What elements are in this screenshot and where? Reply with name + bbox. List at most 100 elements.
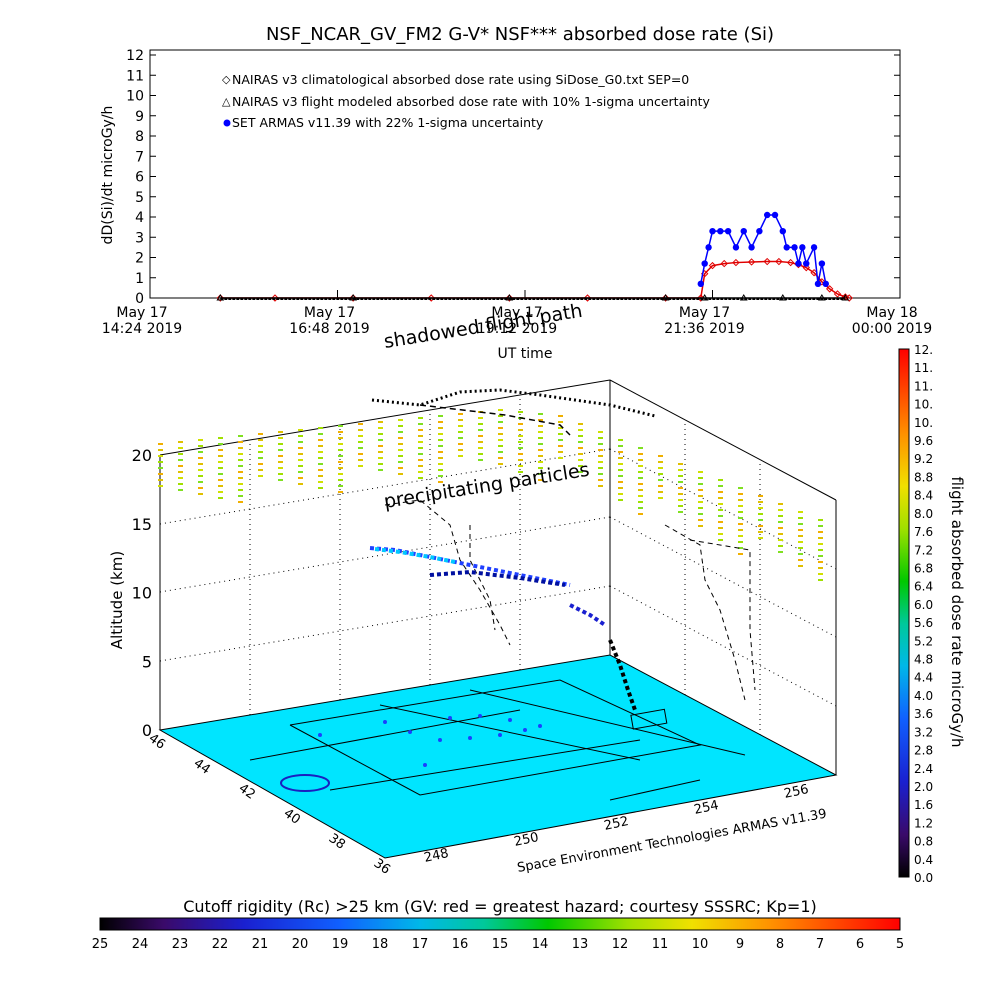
x-tick-label: May 17 — [116, 305, 167, 321]
data-point — [701, 260, 708, 267]
data-point — [697, 294, 705, 302]
dose-colorbar-tick: 8.0 — [914, 507, 933, 521]
altitude-tick-label: 0 — [142, 721, 152, 740]
data-point — [833, 290, 842, 298]
data-point — [818, 260, 826, 267]
longitude-tick-label: 250 — [513, 830, 540, 850]
x-tick-label: May 18 — [866, 305, 917, 321]
series-line — [700, 214, 827, 284]
y-axis-label: dD(Si)/dt microGy/h — [100, 106, 116, 245]
dose-colorbar-tick: 7.2 — [914, 543, 933, 557]
dose-colorbar-tick: 0.8 — [914, 835, 933, 849]
longitude-axis-ticks: 248 250 252 254 256 — [423, 782, 810, 866]
data-point — [724, 227, 732, 235]
longitude-tick-label: 248 — [423, 846, 450, 866]
legend-marker-blue — [223, 119, 231, 127]
dose-colorbar-label: flight absorbed dose rate microGy/h — [948, 476, 966, 747]
latitude-tick-label: 44 — [191, 756, 213, 778]
data-point — [505, 294, 514, 302]
dose-colorbar-ticks: 0.0 0.4 0.8 1.2 1.6 2.0 2.4 2.8 3.2 3.6 4.0 4.4 4.8 5… — [914, 343, 933, 885]
y-tick-label: 7 — [135, 149, 144, 165]
data-point — [791, 244, 798, 251]
x-tick-label: 19:12 2019 — [477, 321, 557, 337]
dose-colorbar-tick: 2.4 — [914, 762, 933, 776]
legend-entry-armas: SET ARMAS v11.39 with 22% 1-sigma uncert… — [232, 115, 544, 130]
altitude-tick-label: 10 — [132, 584, 152, 603]
y-tick-label: 3 — [135, 230, 144, 246]
rigidity-colorbar-tick: 6 — [856, 937, 864, 952]
data-point — [799, 244, 806, 251]
dose-colorbar-tick: 12. — [914, 343, 933, 357]
data-point — [818, 278, 826, 286]
rigidity-colorbar-tick: 19 — [332, 937, 349, 952]
data-point — [803, 260, 810, 267]
data-point — [748, 244, 755, 251]
dose-colorbar-tick: 2.8 — [914, 744, 933, 758]
data-point — [845, 294, 853, 302]
data-point — [814, 280, 822, 288]
rigidity-colorbar-tick: 18 — [372, 937, 389, 952]
dose-colorbar-tick: 8.8 — [914, 470, 933, 484]
ground-dose-dots — [280, 714, 542, 792]
x-tick-label: 16:48 2019 — [289, 321, 369, 337]
legend-entry-flight-modeled: NAIRAS v3 flight modeled absorbed dose r… — [232, 94, 711, 109]
rigidity-colorbar-tick: 23 — [172, 937, 189, 952]
rigidity-colorbar-tick: 22 — [212, 937, 229, 952]
rigidity-colorbar-tick: 15 — [492, 937, 509, 952]
dose-columns — [158, 409, 823, 581]
dose-colorbar-tick: 10. — [914, 416, 933, 430]
wall-gridlines — [159, 395, 837, 735]
rigidity-colorbar-label: Cutoff rigidity (Rc) >25 km (GV: red = g… — [183, 897, 817, 916]
rigidity-colorbar-tick: 13 — [572, 937, 589, 952]
rigidity-colorbar-tick: 16 — [452, 937, 469, 952]
data-point — [771, 211, 779, 219]
shadowed-flight-path — [371, 388, 756, 701]
data-point — [709, 227, 716, 235]
x-tick-label: 00:00 2019 — [852, 321, 932, 337]
rigidity-colorbar: Cutoff rigidity (Rc) >25 km (GV: red = g… — [92, 897, 904, 952]
dose-colorbar-tick: 6.4 — [914, 580, 933, 594]
data-point — [708, 261, 717, 270]
dose-colorbar: 0.0 0.4 0.8 1.2 1.6 2.0 2.4 2.8 3.2 3.6 4.0 4.4 4.8 5… — [898, 343, 966, 885]
rigidity-colorbar-tick: 7 — [816, 937, 824, 952]
altitude-axis-label: Altitude (km) — [108, 551, 126, 649]
x-tick-label: May 17 — [304, 305, 355, 321]
dose-colorbar-tick: 3.6 — [914, 707, 933, 721]
y-tick-label: 0 — [135, 291, 144, 307]
data-point — [583, 294, 592, 302]
dose-colorbar-gradient — [898, 348, 910, 878]
y-tick-label: 8 — [135, 129, 144, 145]
data-point — [825, 285, 834, 293]
x-axis-label: UT time — [498, 346, 553, 362]
y-tick-label: 12 — [126, 48, 144, 64]
legend-marker-black: △ — [222, 95, 231, 108]
plot-frame — [149, 49, 901, 299]
data-point — [783, 244, 790, 251]
dose-colorbar-tick: 2.0 — [914, 780, 933, 794]
data-point — [697, 280, 704, 288]
rigidity-colorbar-tick: 8 — [776, 937, 784, 952]
data-point — [779, 227, 787, 235]
dose-colorbar-tick: 6.8 — [914, 561, 933, 575]
latitude-tick-label: 36 — [371, 856, 393, 878]
rigidity-colorbar-gradient — [99, 917, 901, 931]
figure-title: NSF_NCAR_GV_FM2 G-V* NSF*** absorbed dos… — [266, 24, 774, 45]
y-tick-label: 2 — [135, 251, 144, 267]
data-point — [720, 259, 728, 268]
rigidity-colorbar-tick: 5 — [896, 937, 904, 952]
altitude-tick-label: 15 — [132, 515, 152, 534]
dose-colorbar-tick: 11. — [914, 379, 933, 393]
dose-colorbar-tick: 0.0 — [914, 871, 933, 885]
data-point — [427, 294, 435, 302]
data-point — [740, 227, 747, 235]
rigidity-colorbar-tick: 25 — [92, 937, 109, 952]
longitude-tick-label: 254 — [693, 798, 720, 818]
rigidity-colorbar-tick: 10 — [692, 937, 709, 952]
x-tick-label: May 17 — [491, 305, 542, 321]
data-point — [349, 294, 357, 302]
altitude-axis-ticks: 0 5 10 15 20 — [132, 446, 152, 740]
rigidity-colorbar-tick: 17 — [412, 937, 429, 952]
altitude-tick-label: 20 — [132, 446, 152, 465]
rigidity-colorbar-tick: 9 — [736, 937, 744, 952]
